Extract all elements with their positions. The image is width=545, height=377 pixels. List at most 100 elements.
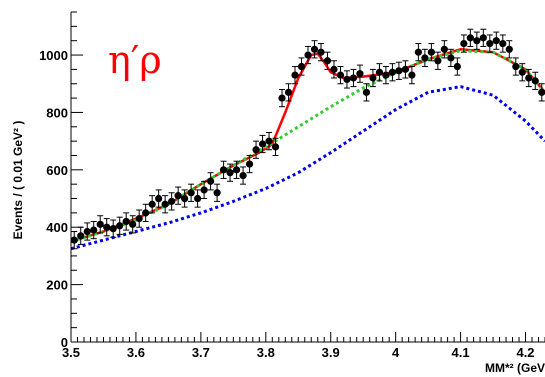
point-marker: [245, 160, 254, 168]
data-point: [356, 64, 364, 83]
point-marker: [395, 67, 403, 75]
point-marker: [369, 74, 377, 82]
point-marker: [129, 220, 137, 228]
point-marker: [466, 34, 474, 42]
data-point: [213, 183, 221, 202]
data-point: [291, 66, 299, 85]
data-point: [252, 140, 260, 159]
y-tick-label: 1000: [39, 48, 68, 63]
point-marker: [421, 54, 429, 62]
data-point: [349, 68, 358, 88]
point-marker: [219, 166, 228, 174]
point-marker: [518, 68, 526, 76]
data-point: [447, 48, 455, 68]
data-point: [473, 31, 481, 50]
x-axis-label: MM*² (GeV: [485, 361, 545, 375]
data-point: [239, 166, 247, 185]
y-tick-label: 600: [46, 163, 68, 178]
data-point: [265, 132, 273, 151]
point-marker: [427, 48, 435, 56]
data-point: [207, 172, 215, 191]
data-point: [219, 160, 228, 179]
point-marker: [194, 194, 202, 203]
point-marker: [408, 71, 416, 79]
data-point: [414, 43, 422, 62]
y-tick-label: 800: [46, 105, 68, 120]
data-point: [434, 51, 442, 70]
point-marker: [90, 226, 98, 234]
point-marker: [278, 94, 286, 102]
data-point: [492, 31, 500, 50]
point-marker: [499, 39, 507, 48]
data-point: [200, 180, 208, 200]
point-marker: [349, 74, 358, 82]
x-tick-label: 3.5: [62, 345, 80, 360]
x-tick-label: 4.2: [516, 345, 534, 360]
point-marker: [538, 88, 545, 96]
point-marker: [155, 194, 163, 203]
point-marker: [414, 48, 422, 56]
data-point: [499, 34, 507, 53]
point-marker: [284, 88, 293, 96]
data-point: [96, 215, 104, 234]
data-point: [525, 68, 533, 88]
point-marker: [200, 186, 208, 194]
data-point: [187, 183, 195, 202]
data-point: [512, 57, 520, 76]
data-point: [90, 220, 98, 240]
x-tick-label: 3.6: [127, 345, 145, 360]
y-axis-label: Events / ( 0.01 GeV² ): [11, 121, 25, 240]
data-point: [168, 192, 176, 211]
point-marker: [297, 62, 306, 71]
point-marker: [317, 48, 325, 56]
y-tick-label: 400: [46, 220, 68, 235]
point-marker: [525, 74, 533, 82]
point-marker: [460, 39, 468, 48]
x-tick-label: 4.1: [452, 345, 470, 360]
data-point: [421, 48, 429, 68]
data-point: [538, 83, 545, 102]
point-marker: [148, 200, 156, 208]
point-marker: [473, 37, 481, 45]
point-marker: [434, 57, 442, 65]
data-point: [479, 28, 487, 47]
y-tick-label: 200: [46, 278, 68, 293]
data-point: [401, 60, 409, 79]
data-point: [466, 28, 474, 47]
data-point: [232, 160, 241, 179]
point-marker: [310, 45, 319, 53]
data-point: [427, 43, 435, 62]
point-marker: [168, 197, 176, 205]
data-point: [142, 203, 150, 222]
data-point: [317, 43, 325, 62]
point-marker: [486, 39, 494, 48]
point-marker: [343, 75, 351, 84]
data-point: [297, 57, 306, 76]
data-point: [304, 45, 312, 65]
data-point: [440, 40, 448, 59]
data-point: [245, 154, 254, 174]
point-marker: [226, 169, 234, 177]
point-marker: [109, 225, 117, 233]
point-marker: [531, 77, 539, 85]
data-point: [518, 63, 526, 82]
axes: 3.5 3.6 3.7 3.8 3.9 4 4.1 4.2 0 200 400 600 800 1000: [39, 11, 545, 360]
data-point: [83, 222, 91, 241]
point-marker: [207, 177, 215, 185]
point-marker: [375, 68, 384, 76]
data-point: [330, 60, 338, 79]
data-point: [148, 195, 156, 214]
point-marker: [232, 166, 241, 174]
point-marker: [479, 34, 487, 42]
data-point: [505, 40, 513, 59]
data-point: [116, 216, 124, 235]
data-point: [531, 71, 539, 90]
point-marker: [447, 54, 455, 62]
point-marker: [213, 189, 221, 197]
data-point: [271, 137, 280, 156]
data-point: [375, 63, 384, 82]
point-marker: [271, 143, 280, 151]
data-point: [382, 66, 390, 85]
point-marker: [174, 192, 182, 200]
point-marker: [362, 88, 371, 96]
